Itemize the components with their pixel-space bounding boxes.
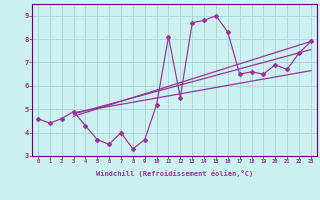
X-axis label: Windchill (Refroidissement éolien,°C): Windchill (Refroidissement éolien,°C) xyxy=(96,170,253,177)
